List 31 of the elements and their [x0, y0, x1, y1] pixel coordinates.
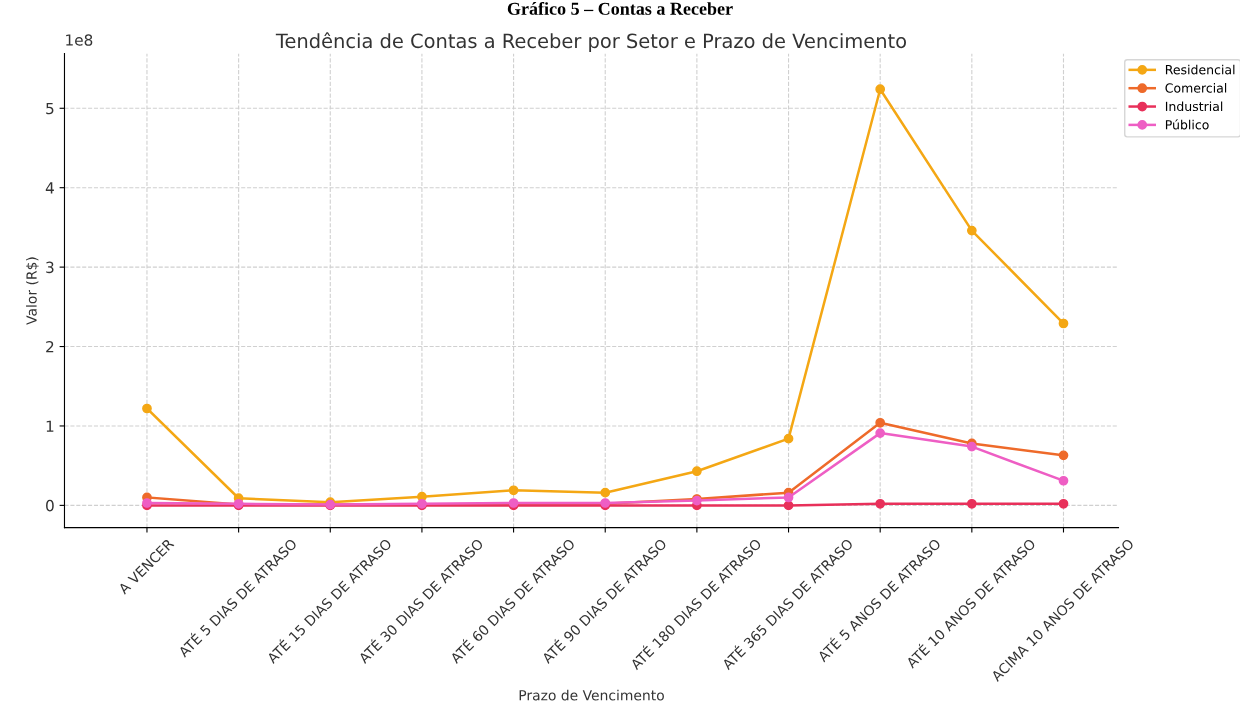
y-tick-label: 4 [45, 182, 54, 194]
point [1058, 450, 1069, 461]
y-tick-label: 0 [46, 499, 54, 512]
point [875, 498, 886, 509]
point [142, 403, 152, 414]
legend-label: Industrial [1165, 101, 1223, 112]
point [875, 428, 886, 438]
point [966, 498, 977, 509]
y-tick-label: 2 [46, 341, 54, 353]
point [966, 225, 977, 236]
y-tick-label: 1 [46, 420, 54, 432]
y-tick-label: 3 [46, 261, 54, 274]
point [600, 487, 611, 498]
text: Gráfico 5 – Contas a Receber [507, 1, 733, 15]
point [508, 485, 519, 496]
y-axis-title: Valor (R$) [26, 257, 39, 325]
point [875, 84, 886, 95]
chart-title: Tendência de Contas a Receber por Setor e Prazo de Vencimento [275, 32, 907, 52]
point [783, 433, 794, 444]
legend-label: Público [1165, 119, 1209, 130]
y-tick-label: 5 [46, 102, 54, 115]
point [783, 492, 794, 503]
legend-label: Comercial [1165, 83, 1227, 93]
point [1058, 318, 1069, 329]
legend-label: Residencial [1165, 64, 1235, 75]
point [1058, 475, 1069, 486]
point [692, 466, 702, 477]
point [1058, 498, 1069, 509]
text: 1e8 [66, 34, 93, 46]
point [875, 417, 886, 428]
x-axis-title: Prazo de Vencimento [519, 689, 664, 701]
